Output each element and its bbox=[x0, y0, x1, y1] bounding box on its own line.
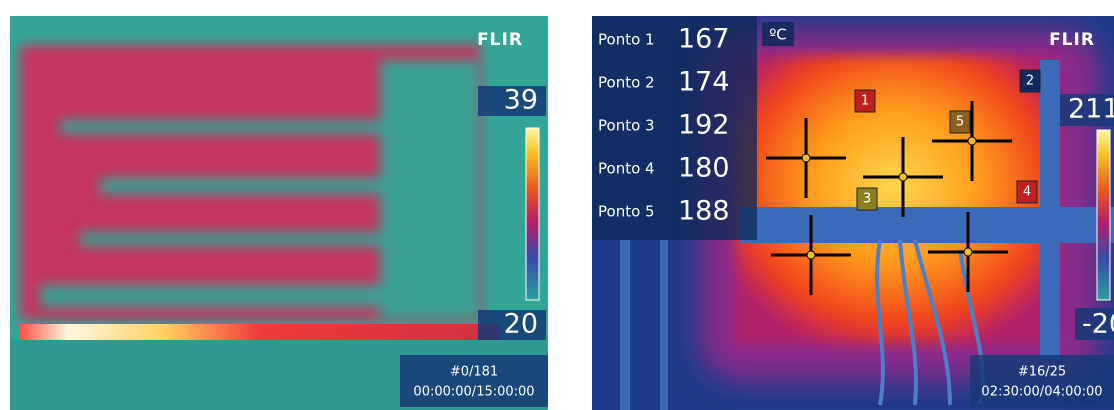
frame: #16/25 bbox=[1018, 365, 1066, 380]
info-box bbox=[400, 355, 548, 407]
marker-box bbox=[854, 89, 876, 113]
marker-box bbox=[1016, 180, 1038, 204]
left-thermal-image: FLIR 39 20 #0/181 00:00:00/15:00:00 bbox=[10, 16, 548, 410]
marker-box bbox=[856, 187, 878, 211]
scale-min: -20 bbox=[1082, 309, 1114, 340]
unit-box bbox=[762, 22, 794, 46]
scale-max: 211 bbox=[1068, 94, 1114, 125]
point-readouts: Ponto 1 167 1 Ponto 2 174 2 Ponto 3 192 3 Ponto 4… bbox=[598, 24, 1041, 227]
scale-min-box bbox=[478, 310, 546, 340]
point-label: Ponto 1 bbox=[598, 31, 655, 49]
cool-stripes bbox=[40, 60, 480, 320]
marker-label: 1 bbox=[861, 94, 869, 109]
logo: FLIR bbox=[477, 30, 523, 50]
logo: FLIR bbox=[1049, 30, 1095, 50]
point-label: Ponto 2 bbox=[598, 74, 655, 92]
hot-panel bbox=[735, 55, 1055, 345]
time: 00:00:00/15:00:00 bbox=[413, 385, 534, 400]
color-scale bbox=[1096, 129, 1111, 301]
scale-max: 39 bbox=[504, 85, 538, 116]
point-value: 180 bbox=[678, 153, 730, 184]
point-label: Ponto 3 bbox=[598, 117, 655, 135]
unit: ºC bbox=[769, 26, 787, 44]
marker-box bbox=[949, 110, 971, 134]
point-value: 188 bbox=[678, 196, 730, 227]
marker-label: 3 bbox=[863, 192, 871, 207]
cold-bars bbox=[620, 60, 1114, 410]
time: 02:30:00/04:00:00 bbox=[981, 385, 1102, 400]
marker-label: 5 bbox=[956, 115, 964, 130]
marker-box bbox=[1019, 69, 1041, 93]
cables bbox=[875, 239, 985, 406]
scale-min: 20 bbox=[504, 309, 538, 340]
marker-label: 4 bbox=[1023, 185, 1031, 200]
readout-panel bbox=[592, 16, 757, 240]
color-scale bbox=[525, 127, 540, 301]
crosshair-centers bbox=[801, 136, 977, 260]
hot-streak bbox=[20, 324, 500, 340]
point-label: Ponto 4 bbox=[598, 160, 655, 178]
marker-label: 2 bbox=[1026, 74, 1034, 89]
point-value: 174 bbox=[678, 67, 730, 98]
point-label: Ponto 5 bbox=[598, 203, 655, 221]
frame: #0/181 bbox=[450, 365, 498, 380]
scale-max-box bbox=[478, 86, 546, 116]
point-value: 167 bbox=[678, 24, 730, 55]
point-value: 192 bbox=[678, 110, 730, 141]
scale-max-box bbox=[1060, 94, 1114, 126]
right-thermal-image: Ponto 1 167 1 Ponto 2 174 2 Ponto 3 192 3 Ponto 4… bbox=[592, 16, 1114, 410]
info-box bbox=[970, 355, 1114, 407]
scale-min-box bbox=[1075, 308, 1114, 340]
